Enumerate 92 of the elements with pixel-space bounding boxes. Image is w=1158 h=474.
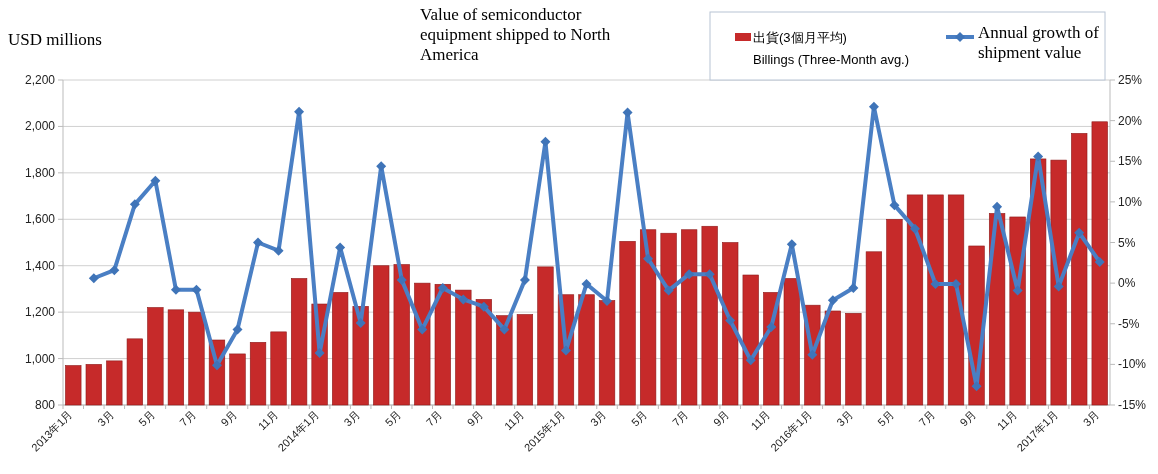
y2-tick-label: 5% <box>1118 235 1136 250</box>
point <box>560 345 571 356</box>
x-tick-label: 11月 <box>748 407 773 433</box>
y-tick-label: 2,200 <box>24 73 56 87</box>
point <box>807 349 818 360</box>
point <box>499 324 510 335</box>
point <box>971 381 982 392</box>
point <box>1094 257 1105 267</box>
y-tick-label: 1,000 <box>24 351 56 366</box>
y2-tick-label: -15% <box>1118 398 1147 412</box>
point <box>889 200 900 211</box>
x-tick-label: 3月 <box>95 407 116 429</box>
point <box>129 199 140 210</box>
point <box>314 348 325 358</box>
point <box>581 278 592 289</box>
y-tick-label: 1,600 <box>24 212 56 227</box>
point <box>294 106 305 117</box>
point <box>355 317 366 328</box>
x-tick-label: 5月 <box>382 407 404 429</box>
point <box>766 322 777 332</box>
point <box>992 201 1003 212</box>
y-tick-label: 1,200 <box>24 305 56 320</box>
y2-tick-label: 10% <box>1118 194 1143 209</box>
point <box>417 324 428 335</box>
point <box>458 294 469 305</box>
point <box>273 245 284 256</box>
x-tick-label: 3月 <box>587 407 609 429</box>
y2-tick-label: 20% <box>1118 113 1143 128</box>
point <box>191 284 202 295</box>
point <box>622 107 633 118</box>
x-tick-label: 5月 <box>875 407 896 429</box>
chart-title: Value of semiconductor equipment shipped to North America <box>420 5 611 64</box>
y2-tick-label: 0% <box>1118 276 1136 291</box>
x-tick-label: 7月 <box>669 407 691 429</box>
legend-label: 出貨(3個月平均) Billings (Three-Month avg.) <box>753 30 910 67</box>
point <box>643 253 654 264</box>
point <box>1012 285 1023 296</box>
x-tick-label: 7月 <box>423 407 445 429</box>
point <box>868 101 879 112</box>
point <box>519 274 530 285</box>
x-tick-label: 9月 <box>218 407 239 429</box>
point <box>725 315 736 326</box>
x-tick-label: 3月 <box>1080 407 1102 429</box>
point <box>335 242 346 253</box>
point <box>827 295 838 306</box>
point <box>396 274 407 285</box>
x-tick-label: 11月 <box>994 407 1020 433</box>
x-tick-label: 3月 <box>834 407 855 429</box>
y-tick-label: 1,400 <box>24 258 56 273</box>
x-tick-label: 3月 <box>341 407 363 429</box>
y-tick-label: 2,000 <box>24 119 56 134</box>
legend-label: Annual growth of shipment value <box>978 23 1100 62</box>
x-tick-label: 11月 <box>501 407 527 433</box>
point <box>1053 281 1064 292</box>
x-tick-label: 5月 <box>136 407 157 429</box>
point <box>1033 151 1044 162</box>
point <box>909 223 920 234</box>
x-tick-label: 11月 <box>255 407 280 433</box>
y2-tick-label: 25% <box>1118 73 1143 87</box>
x-tick-label: 5月 <box>628 407 650 429</box>
point <box>1074 227 1085 238</box>
y-tick-label: 1,800 <box>24 165 56 180</box>
point <box>602 296 613 306</box>
y2-tick-label: -10% <box>1118 357 1147 372</box>
x-tick-label: 9月 <box>957 407 978 429</box>
y2-tick-label: 15% <box>1118 154 1143 169</box>
point <box>478 301 489 312</box>
x-tick-label: 7月 <box>916 407 937 429</box>
point <box>663 285 674 296</box>
point <box>150 175 161 186</box>
point <box>704 269 715 280</box>
point <box>232 324 243 335</box>
point <box>211 360 222 371</box>
point <box>437 283 448 293</box>
point <box>786 239 797 250</box>
x-tick-label: 9月 <box>711 407 732 429</box>
point <box>170 284 181 295</box>
x-tick-label: 7月 <box>177 407 198 429</box>
x-tick-label: 9月 <box>464 407 486 429</box>
point <box>109 265 120 276</box>
y2-tick-label: -5% <box>1118 316 1140 331</box>
point <box>540 136 551 147</box>
point <box>745 355 756 366</box>
y-axis-title: USD millions <box>8 30 102 49</box>
point <box>951 278 962 289</box>
point <box>930 278 941 289</box>
y-tick-label: 800 <box>34 398 56 412</box>
point <box>88 273 99 284</box>
point <box>376 161 387 172</box>
point <box>848 283 859 293</box>
point <box>253 237 264 248</box>
point <box>684 269 695 280</box>
